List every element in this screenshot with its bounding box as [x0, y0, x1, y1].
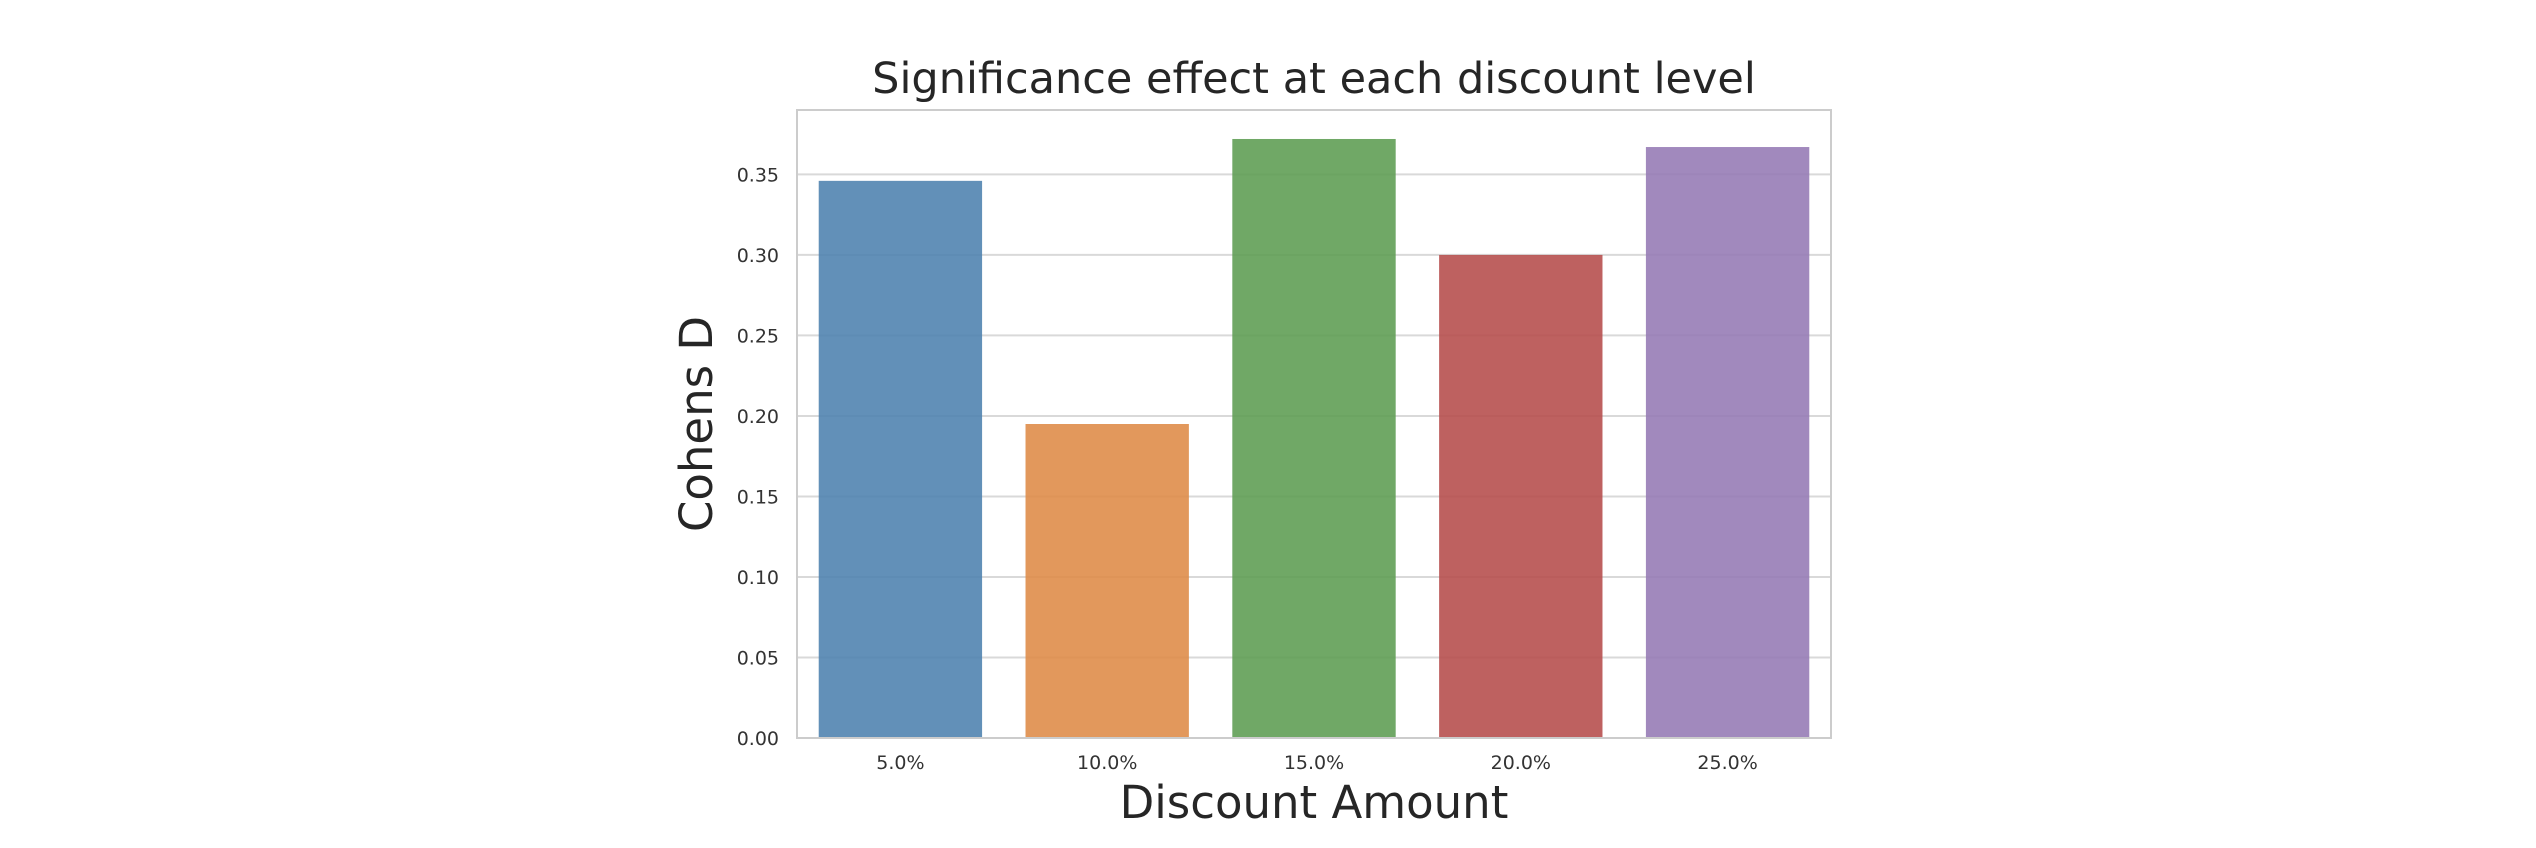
bar-10-0 — [1025, 424, 1189, 738]
x-tick-labels: 5.0% 10.0% 15.0% 20.0% 25.0% — [876, 752, 1758, 774]
y-tick-label: 0.35 — [737, 164, 779, 186]
y-tick-label: 0.30 — [737, 245, 779, 267]
y-tick-label: 0.20 — [737, 406, 779, 428]
x-tick-label: 10.0% — [1077, 752, 1137, 774]
bar-25-0 — [1645, 147, 1810, 739]
x-tick-label: 20.0% — [1491, 752, 1551, 774]
x-tick-label: 15.0% — [1284, 752, 1344, 774]
bar-15-0 — [1232, 138, 1396, 738]
bar-5-0 — [818, 180, 983, 738]
y-tick-label: 0.10 — [737, 567, 779, 589]
y-tick-label: 0.15 — [737, 486, 779, 508]
x-axis-label: Discount Amount — [1120, 776, 1509, 829]
y-tick-label: 0.25 — [737, 325, 779, 347]
x-tick-label: 25.0% — [1697, 752, 1757, 774]
bar-20-0 — [1439, 254, 1603, 738]
x-tick-label: 5.0% — [876, 752, 924, 774]
plot-frame — [796, 109, 1832, 739]
y-tick-label: 0.05 — [737, 647, 779, 669]
y-tick-label: 0.00 — [737, 728, 779, 750]
y-axis-label: Cohens D — [670, 316, 723, 532]
bars — [818, 138, 1810, 739]
y-tick-labels: 0.00 0.05 0.10 0.15 0.20 0.25 0.30 0.35 — [737, 164, 779, 750]
chart-title: Significance effect at each discount lev… — [872, 54, 1756, 104]
